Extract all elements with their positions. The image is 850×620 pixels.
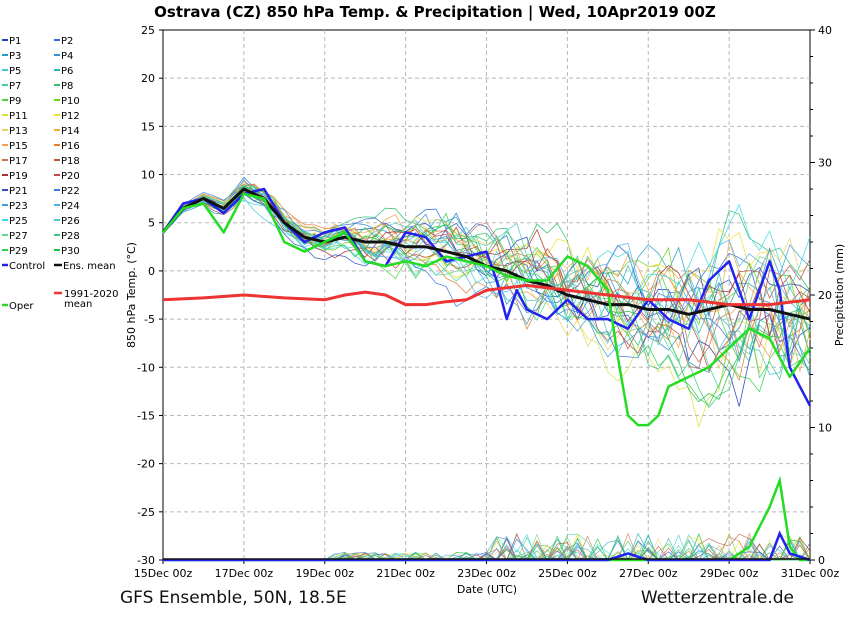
legend-label: P7 [9, 81, 21, 92]
y-tick-label: 5 [148, 217, 155, 230]
1991-2020-mean-line [162, 283, 811, 307]
y-tick-label: -5 [144, 313, 155, 326]
legend-label: P10 [61, 96, 80, 107]
legend-label: P18 [61, 156, 80, 167]
y-tick-label: 20 [141, 72, 155, 85]
y2-tick-label: 10 [818, 422, 832, 435]
legend-label-control: Control [9, 261, 45, 272]
legend-label-oper: Oper [9, 301, 34, 312]
x-tick-label: 23Dec 00z [457, 567, 516, 580]
x-tick-label: 15Dec 00z [134, 567, 193, 580]
x-axis-label: Date (UTC) [457, 583, 517, 596]
legend-label: P17 [9, 156, 28, 167]
y-tick-label: -15 [137, 409, 155, 422]
x-tick-label: 17Dec 00z [215, 567, 274, 580]
legend-label: P29 [9, 246, 28, 257]
legend-label: P1 [9, 36, 21, 47]
legend-label: P22 [61, 186, 80, 197]
y-axis-label: 850 hPa Temp. (°C) [125, 242, 138, 348]
legend-label: P6 [61, 66, 73, 77]
legend-label: P25 [9, 216, 28, 227]
chart-title: Ostrava (CZ) 850 hPa Temp. & Precipitati… [154, 3, 716, 22]
legend-label: P11 [9, 111, 28, 122]
legend-label: P16 [61, 141, 80, 152]
legend-label: P8 [61, 81, 73, 92]
legend-label: P13 [9, 126, 28, 137]
legend-label: P3 [9, 51, 21, 62]
y-tick-label: -30 [137, 554, 155, 567]
x-tick-label: 19Dec 00z [295, 567, 354, 580]
legend-label: P28 [61, 231, 80, 242]
y-tick-label: 25 [141, 24, 155, 37]
y-tick-label: 15 [141, 120, 155, 133]
footer-source: Wetterzentrale.de [640, 588, 794, 608]
x-tick-label: 31Dec 00z [781, 567, 840, 580]
legend-label: P20 [61, 171, 80, 182]
legend-label: P14 [61, 126, 80, 137]
legend-label: P21 [9, 186, 28, 197]
y2-tick-label: 30 [818, 157, 832, 170]
oper-line [162, 192, 812, 427]
legend-label: P2 [61, 36, 73, 47]
control-precip-line [163, 530, 811, 562]
legend-label: P24 [61, 201, 80, 212]
legend-label-ens-mean: Ens. mean [63, 261, 116, 272]
y-tick-label: -25 [137, 506, 155, 519]
footer-model-info: GFS Ensemble, 50N, 18.5E [120, 588, 347, 608]
y2-tick-label: 20 [818, 289, 832, 302]
x-tick-label: 27Dec 00z [619, 567, 678, 580]
y-tick-label: -20 [137, 458, 155, 471]
legend-label-climatology-2: mean [64, 299, 92, 310]
y-tick-label: 10 [141, 169, 155, 182]
legend-label: P9 [9, 96, 21, 107]
y2-tick-label: 0 [818, 554, 825, 567]
y2-tick-label: 40 [818, 24, 832, 37]
x-tick-label: 25Dec 00z [538, 567, 597, 580]
legend-label: P4 [61, 51, 73, 62]
y-tick-label: 0 [148, 265, 155, 278]
legend-label: P23 [9, 201, 28, 212]
legend-label: P12 [61, 111, 80, 122]
legend-label: P26 [61, 216, 80, 227]
legend-label: P15 [9, 141, 28, 152]
legend-label: P5 [9, 66, 21, 77]
x-tick-label: 29Dec 00z [700, 567, 759, 580]
y-tick-label: -10 [137, 361, 155, 374]
legend-label-climatology: 1991-2020 [64, 289, 119, 300]
x-tick-label: 21Dec 00z [376, 567, 435, 580]
y2-axis-label: Precipitation (mm) [833, 244, 846, 346]
legend-label: P27 [9, 231, 28, 242]
legend-label: P19 [9, 171, 28, 182]
legend-label: P30 [61, 246, 80, 257]
